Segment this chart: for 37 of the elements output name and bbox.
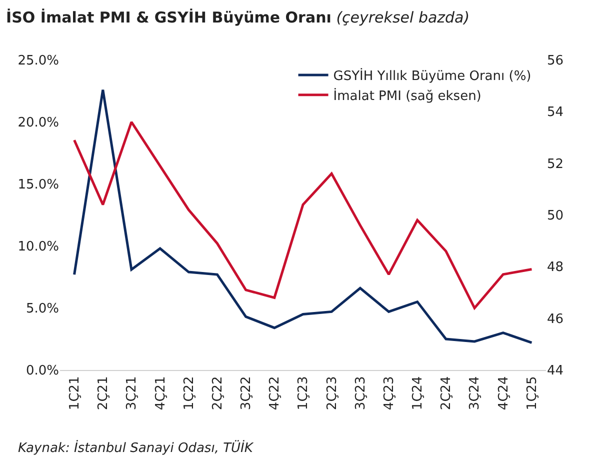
y-tick-label: 5.0% bbox=[26, 302, 59, 317]
x-tick-label: 1Ç21 bbox=[68, 376, 83, 410]
y2-tick-label: 46 bbox=[547, 312, 564, 327]
y-tick-label: 0.0% bbox=[26, 364, 59, 379]
line-series bbox=[73, 120, 533, 310]
x-tick-label: 4Ç21 bbox=[153, 376, 168, 410]
y-tick-label: 10.0% bbox=[18, 240, 59, 255]
x-tick-label: 2Ç21 bbox=[96, 376, 112, 410]
x-tick-label: 1Ç23 bbox=[296, 376, 312, 410]
y2-tick-label: 56 bbox=[547, 54, 564, 69]
x-tick-label: 3Ç22 bbox=[239, 376, 254, 410]
x-tick-label: 4Ç22 bbox=[268, 376, 283, 410]
y2-tick-label: 54 bbox=[547, 105, 564, 120]
x-tick-label: 1Ç24 bbox=[410, 376, 426, 410]
y-tick-label: 25.0% bbox=[18, 54, 59, 69]
y2-tick-label: 48 bbox=[547, 260, 564, 276]
x-tick-label: 3Ç23 bbox=[353, 376, 368, 410]
chart-subtitle: (çeyreksel bazda) bbox=[336, 8, 470, 26]
legend-label: GSYİH Yıllık Büyüme Oranı (%) bbox=[333, 68, 532, 84]
y-tick-label: 20.0% bbox=[18, 116, 59, 131]
legend-label: İmalat PMI (sağ eksen) bbox=[333, 88, 482, 104]
text: Kaynak: İstanbul Sanayi Odası, TÜİK bbox=[18, 440, 254, 456]
x-tick-label: 1Ç25 bbox=[524, 376, 540, 410]
line-series bbox=[73, 88, 533, 344]
chart-title: İSO İmalat PMI & GSYİH Büyüme Oranı bbox=[6, 8, 332, 26]
x-tick-label: 4Ç23 bbox=[382, 376, 397, 410]
x-tick-label: 2Ç24 bbox=[439, 376, 454, 410]
x-tick-label: 3Ç24 bbox=[468, 376, 483, 410]
x-tick-label: 3Ç21 bbox=[124, 376, 140, 410]
x-tick-label: 2Ç22 bbox=[210, 376, 226, 410]
y-tick-label: 15.0% bbox=[18, 178, 59, 193]
x-tick-label: 2Ç23 bbox=[324, 376, 340, 410]
y2-tick-label: 44 bbox=[547, 364, 564, 379]
y2-tick-label: 50 bbox=[547, 208, 564, 224]
x-tick-label: 1Ç22 bbox=[182, 376, 197, 410]
x-tick-label: 4Ç24 bbox=[496, 376, 512, 410]
y2-tick-label: 52 bbox=[547, 156, 564, 172]
